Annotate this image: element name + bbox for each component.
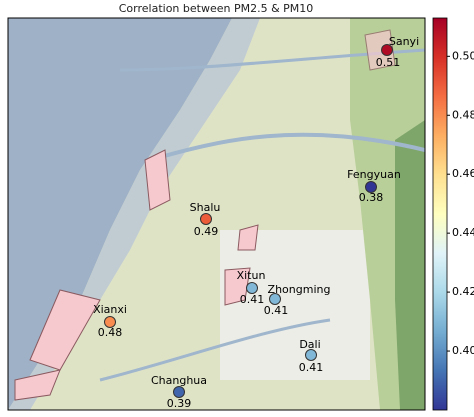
river — [149, 132, 425, 162]
station-name: Dali — [299, 338, 320, 351]
map-frame — [7, 17, 426, 411]
station-name: Xianxi — [93, 303, 127, 316]
zone — [29, 289, 101, 371]
station-marker — [269, 293, 281, 305]
shallows — [8, 18, 260, 410]
station-name: Fengyuan — [347, 168, 401, 181]
urban — [220, 230, 370, 380]
colorbar-tick-label: 0.460 — [452, 167, 474, 180]
zone — [144, 149, 171, 211]
station-marker — [365, 181, 377, 193]
station-value: 0.41 — [299, 361, 324, 374]
zone — [14, 369, 61, 401]
zone — [224, 267, 251, 306]
station-marker — [173, 386, 185, 398]
station-name: Shalu — [190, 201, 221, 214]
station-name: Xitun — [237, 269, 266, 282]
station-value: 0.41 — [240, 293, 265, 306]
station-value: 0.51 — [376, 56, 401, 69]
station-value: 0.49 — [194, 225, 219, 238]
station-value: 0.41 — [264, 304, 289, 317]
station-value: 0.39 — [167, 397, 192, 410]
colorbar-tick-label: 0.440 — [452, 226, 474, 239]
colorbar-tick-label: 0.420 — [452, 285, 474, 298]
zone — [364, 29, 396, 71]
colorbar-tick-label: 0.480 — [452, 108, 474, 121]
map-title: Correlation between PM2.5 & PM10 — [119, 2, 314, 15]
station-name: Changhua — [151, 374, 207, 387]
station-marker — [200, 213, 212, 225]
colorbar-tick-label: 0.500 — [452, 49, 474, 62]
station-name: Sanyi — [389, 35, 419, 48]
basemap — [8, 18, 425, 410]
station-marker — [305, 349, 317, 361]
station-value: 0.48 — [98, 326, 123, 339]
station-marker — [381, 44, 393, 56]
colorbar — [432, 17, 448, 411]
station-value: 0.38 — [359, 191, 384, 204]
zone — [237, 224, 259, 251]
station-marker — [104, 316, 116, 328]
station-marker — [246, 282, 258, 294]
river — [99, 318, 331, 382]
colorbar-tick-label: 0.400 — [452, 344, 474, 357]
station-name: Zhongming — [268, 283, 331, 296]
mountains — [395, 120, 425, 410]
